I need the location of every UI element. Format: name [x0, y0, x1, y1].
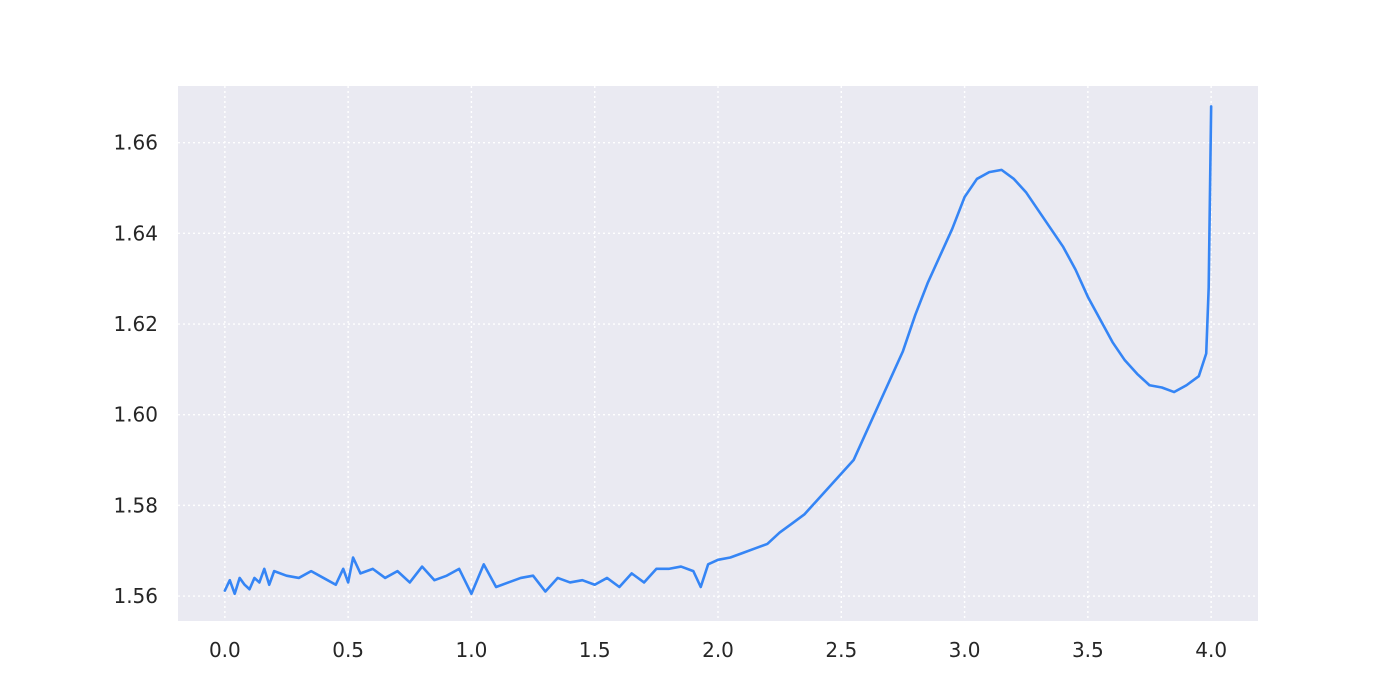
y-tick-label: 1.64: [113, 221, 158, 245]
x-axis: 0.0 0.5 1.0 1.5 2.0 2.5 3.0 3.5 4.0: [209, 638, 1227, 662]
y-tick-label: 1.56: [113, 584, 158, 608]
x-tick-label: 1.5: [579, 638, 611, 662]
y-tick-label: 1.62: [113, 312, 158, 336]
y-tick-label: 1.58: [113, 493, 158, 517]
series-layer: [223, 105, 1213, 596]
x-tick-label: 4.0: [1195, 638, 1227, 662]
series-line: [223, 105, 1213, 596]
y-axis: 1.56 1.58 1.60 1.62 1.64 1.66: [113, 131, 158, 608]
x-tick-label: 2.5: [825, 638, 857, 662]
x-tick-label: 1.0: [456, 638, 488, 662]
x-tick-label: 0.5: [332, 638, 364, 662]
x-tick-label: 2.0: [702, 638, 734, 662]
y-tick-label: 1.66: [113, 131, 158, 155]
y-tick-label: 1.60: [113, 403, 158, 427]
x-tick-label: 3.5: [1072, 638, 1104, 662]
x-tick-label: 3.0: [949, 638, 981, 662]
grid-lines: [178, 86, 1258, 621]
x-tick-label: 0.0: [209, 638, 241, 662]
